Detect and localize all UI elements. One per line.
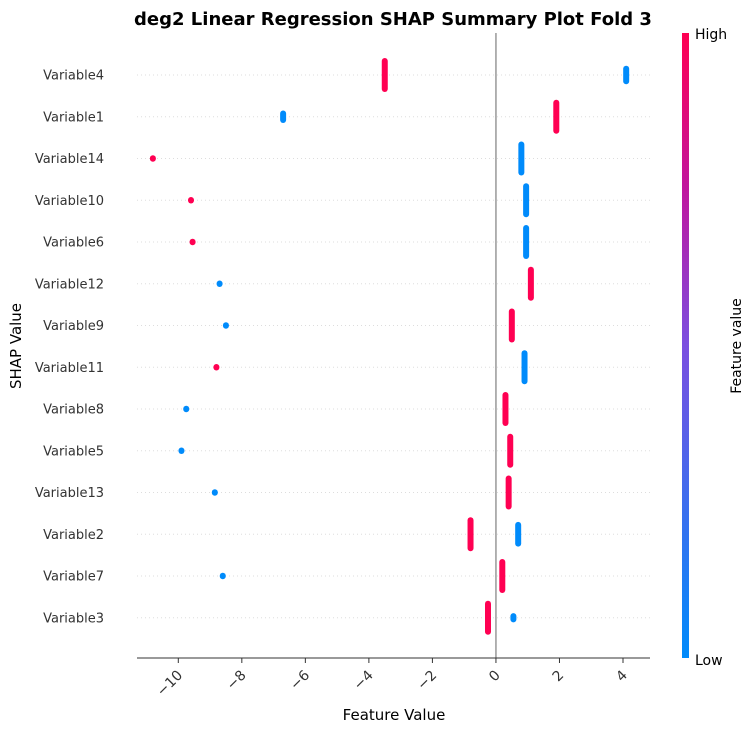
y-tick-label: Variable11	[35, 361, 104, 376]
shap-point	[189, 238, 196, 246]
shap-point	[216, 280, 223, 287]
shap-point	[467, 517, 474, 552]
shap-point	[523, 183, 530, 218]
colorbar-low-label: Low	[695, 653, 723, 669]
y-tick-label: Variable6	[43, 236, 104, 251]
y-tick-label: Variable7	[43, 570, 104, 585]
shap-point	[183, 405, 190, 413]
y-tick-label: Variable1	[43, 110, 104, 125]
x-ticks: −10 −8 −6 −4 −2 0 2 4	[154, 658, 631, 700]
shap-point	[518, 141, 525, 176]
shap-point	[280, 110, 287, 123]
y-tick-label: Variable12	[35, 277, 104, 292]
shap-point	[510, 613, 517, 623]
shap-point	[507, 433, 514, 468]
y-tick-label: Variable4	[43, 69, 104, 84]
x-tick-label: −10	[154, 668, 186, 700]
y-tick-label: Variable10	[35, 194, 104, 209]
y-tick-labels: Variable4 Variable1 Variable14 Variable10 Va…	[35, 69, 104, 627]
x-axis-label: Feature Value	[343, 706, 446, 724]
data-points	[149, 57, 630, 635]
shap-point	[222, 322, 229, 329]
shap-point	[505, 475, 512, 510]
shap-point	[521, 350, 528, 385]
shap-point	[527, 266, 534, 301]
shap-point	[502, 391, 509, 427]
y-tick-label: Variable14	[35, 152, 104, 167]
y-tick-label: Variable2	[43, 528, 104, 543]
y-tick-label: Variable5	[43, 444, 104, 459]
colorbar-title: Feature value	[729, 298, 745, 394]
x-tick-label: −8	[224, 668, 250, 694]
y-tick-label: Variable8	[43, 403, 104, 418]
colorbar-gradient	[682, 33, 689, 658]
chart-title: deg2 Linear Regression SHAP Summary Plot…	[134, 9, 652, 30]
shap-point	[553, 99, 560, 134]
x-tick-label: −6	[287, 667, 313, 693]
shap-point	[219, 572, 226, 580]
y-tick-label: Variable3	[43, 611, 104, 626]
colorbar-high-label: High	[695, 27, 727, 43]
shap-point	[149, 155, 156, 162]
y-tick-label: Variable9	[43, 319, 104, 334]
y-axis-label: SHAP Value	[7, 303, 25, 389]
shap-point	[485, 600, 491, 635]
shap-point	[523, 224, 530, 260]
shap-point	[499, 558, 506, 594]
shap-point	[178, 447, 185, 454]
shap-point	[188, 197, 194, 204]
shap-point	[515, 521, 522, 547]
x-tick-label: −2	[414, 668, 440, 694]
shap-point	[213, 364, 220, 371]
x-tick-label: −4	[351, 667, 377, 693]
x-tick-label: 4	[613, 667, 631, 685]
shap-point	[623, 65, 630, 85]
x-tick-label: 2	[550, 668, 568, 686]
x-tick-label: 0	[486, 668, 504, 686]
row-gridlines	[137, 74, 650, 619]
shap-point	[211, 489, 218, 496]
shap-point	[381, 57, 388, 93]
y-tick-label: Variable13	[35, 486, 104, 501]
shap-point	[508, 308, 515, 343]
